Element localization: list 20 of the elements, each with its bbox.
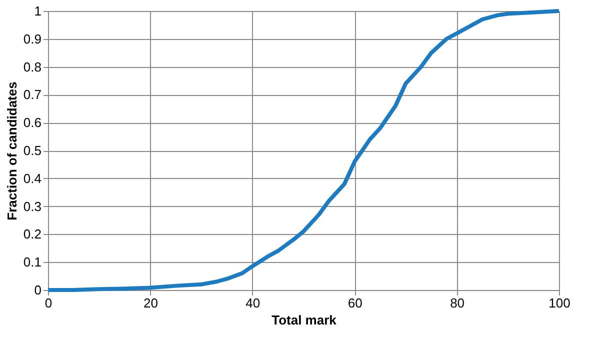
- y-tick-label: 0.2: [23, 226, 42, 242]
- x-tick-label: 20: [143, 296, 158, 310]
- y-tick-label: 0.7: [23, 87, 42, 102]
- x-tick-label: 60: [348, 296, 362, 310]
- y-tick-label: 0.4: [23, 170, 42, 186]
- y-tick-label: 0.6: [23, 115, 42, 130]
- x-tick-label: 40: [246, 296, 260, 310]
- line-series: [46, 9, 561, 292]
- y-tick-label: 0.3: [23, 198, 42, 214]
- y-tick-label: 1: [34, 4, 42, 18]
- y-axis-title: Fraction of candidates: [4, 82, 20, 220]
- y-tick-label: 0: [34, 282, 42, 298]
- y-tick-label: 0.1: [23, 254, 42, 270]
- x-tick-label: 80: [450, 296, 465, 310]
- y-tick-label: 0.5: [23, 143, 42, 158]
- y-tick-label: 0.9: [23, 31, 42, 46]
- x-tick-label: 0: [44, 296, 52, 310]
- x-tick-label: 100: [548, 296, 570, 310]
- x-axis-title: Total mark: [272, 312, 338, 328]
- y-tick-label: 0.8: [23, 59, 42, 74]
